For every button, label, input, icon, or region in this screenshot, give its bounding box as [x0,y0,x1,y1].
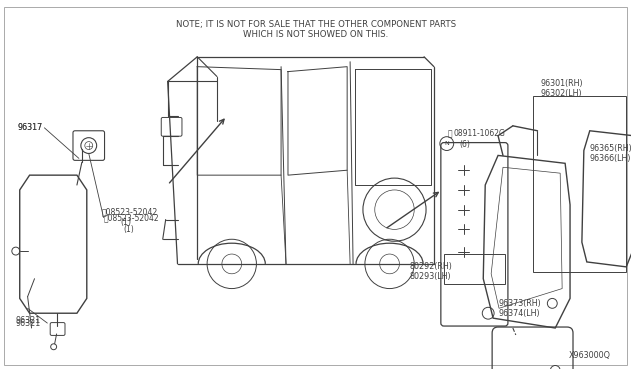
Text: (6): (6) [460,140,470,149]
Text: N: N [444,141,449,146]
Text: (1): (1) [124,225,134,234]
Text: 96365(RH): 96365(RH) [590,144,632,153]
Text: 80293(LH): 80293(LH) [410,272,451,281]
Text: NOTE; IT IS NOT FOR SALE THAT THE OTHER COMPONENT PARTS: NOTE; IT IS NOT FOR SALE THAT THE OTHER … [175,20,456,29]
Text: Ⓝ08523-52042: Ⓝ08523-52042 [104,213,159,222]
Text: 96301(RH): 96301(RH) [540,79,583,88]
Text: (1): (1) [120,218,131,227]
Text: X963000Q: X963000Q [569,351,611,360]
Text: WHICH IS NOT SHOWED ON THIS.: WHICH IS NOT SHOWED ON THIS. [243,30,388,39]
Text: Ⓞ: Ⓞ [447,129,452,138]
Bar [532,96,627,272]
Bar [444,254,505,283]
Text: 96302(LH): 96302(LH) [540,89,582,98]
Text: 96373(RH): 96373(RH) [498,299,541,308]
Text: 08911-1062G: 08911-1062G [454,129,506,138]
Text: 96374(LH): 96374(LH) [498,309,540,318]
Text: Ⓝ08523-52042: Ⓝ08523-52042 [102,207,158,216]
Text: 96321: 96321 [16,318,41,328]
Text: 96317: 96317 [18,123,43,132]
Text: 80292(RH): 80292(RH) [410,262,452,271]
Text: 96317: 96317 [18,123,43,132]
Text: 96366(LH): 96366(LH) [590,154,631,163]
Text: 96321: 96321 [16,315,41,325]
